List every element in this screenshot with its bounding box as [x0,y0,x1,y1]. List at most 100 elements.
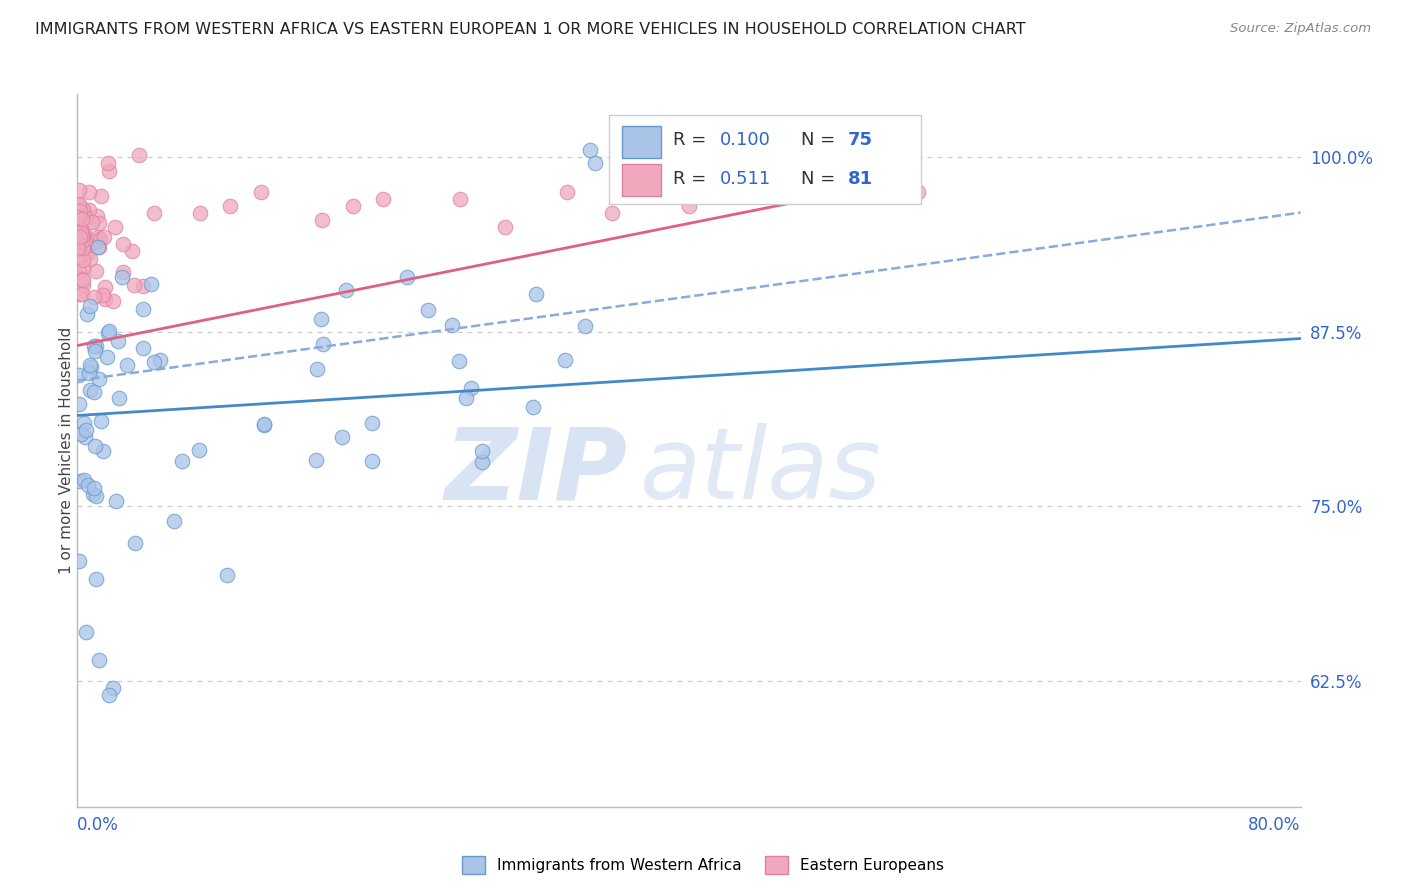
Point [124,277,146,292]
Point [89,372,111,386]
Point [87,216,110,230]
Point [75,239,97,253]
Point [395,269,418,284]
Point [73,260,96,274]
Point [79,366,101,380]
Point [96,351,118,365]
Point [79,252,101,267]
Point [188,443,211,458]
Text: 75: 75 [848,131,873,149]
Point [76,478,98,492]
Point [75,211,97,225]
Point [124,536,146,550]
Point [67,198,90,212]
Point [101,681,124,696]
Point [67,396,90,410]
Point [132,341,155,355]
Point [460,381,482,395]
Text: 0.100: 0.100 [720,131,770,149]
Point [75,211,97,225]
Point [75,423,97,437]
Point [107,334,129,348]
Point [495,219,517,234]
Point [75,207,97,221]
Point [80,215,103,229]
Point [69,203,91,218]
Point [104,494,127,508]
Point [79,203,101,218]
Point [66,211,89,225]
Point [67,264,90,278]
Point [91,288,114,302]
Point [524,286,547,301]
Point [72,202,94,216]
Text: Source: ZipAtlas.com: Source: ZipAtlas.com [1230,22,1371,36]
Point [73,225,96,239]
Point [67,183,90,197]
Point [101,293,124,308]
Text: IMMIGRANTS FROM WESTERN AFRICA VS EASTERN EUROPEAN 1 OR MORE VEHICLES IN HOUSEHO: IMMIGRANTS FROM WESTERN AFRICA VS EASTER… [35,22,1026,37]
Point [93,230,115,244]
Point [253,417,276,431]
Point [89,232,111,246]
Bar [609,115,921,204]
Point [97,689,120,703]
Point [72,273,94,287]
Point [215,567,238,582]
Point [70,286,93,301]
Point [89,240,111,254]
Text: 81: 81 [848,170,873,188]
Point [121,244,143,258]
Point [117,359,139,373]
Point [67,197,90,211]
Point [72,202,94,216]
Point [555,185,578,199]
Legend: Immigrants from Western Africa, Eastern Europeans: Immigrants from Western Africa, Eastern … [456,850,950,880]
Point [67,368,90,382]
Point [83,481,105,495]
Text: N =: N = [801,170,841,188]
Point [143,354,166,368]
Point [91,444,114,458]
Point [70,225,93,239]
Point [602,205,624,219]
Point [574,319,596,334]
Point [67,286,90,301]
Point [70,228,93,243]
Point [66,241,89,255]
Point [84,572,107,586]
Point [84,439,107,453]
Point [79,383,101,397]
Point [361,417,384,431]
Point [219,198,242,212]
Point [69,224,91,238]
Point [93,292,115,306]
Point [69,223,91,237]
Text: ZIP: ZIP [444,424,628,520]
Point [98,163,121,178]
Point [579,143,602,157]
Point [67,554,90,568]
Point [139,277,162,291]
Point [132,301,155,316]
Point [83,339,105,353]
Point [172,453,194,467]
Point [522,400,544,414]
Text: atlas: atlas [640,424,882,520]
Point [70,426,93,441]
Point [108,391,131,405]
Point [97,324,120,338]
Point [188,205,211,219]
Point [70,228,93,243]
Y-axis label: 1 or more Vehicles in Household: 1 or more Vehicles in Household [59,326,73,574]
Point [163,515,186,529]
Point [416,303,439,318]
Point [907,185,929,199]
Point [342,198,364,212]
Point [82,487,104,501]
Point [67,228,90,243]
Point [72,227,94,242]
Bar [621,126,661,158]
Point [250,185,273,199]
Point [72,272,94,286]
